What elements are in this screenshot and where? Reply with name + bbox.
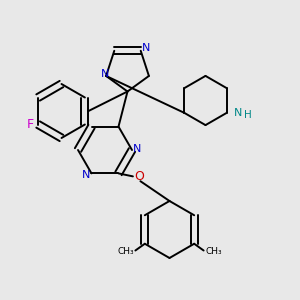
Text: N: N <box>142 44 150 53</box>
Text: N: N <box>82 169 90 180</box>
Text: N: N <box>100 69 109 79</box>
Text: F: F <box>27 118 34 131</box>
Text: N: N <box>233 108 242 118</box>
Text: CH₃: CH₃ <box>117 248 134 256</box>
Text: CH₃: CH₃ <box>205 248 222 256</box>
Text: H: H <box>244 110 251 120</box>
Text: N: N <box>133 144 142 154</box>
Text: O: O <box>134 170 144 183</box>
